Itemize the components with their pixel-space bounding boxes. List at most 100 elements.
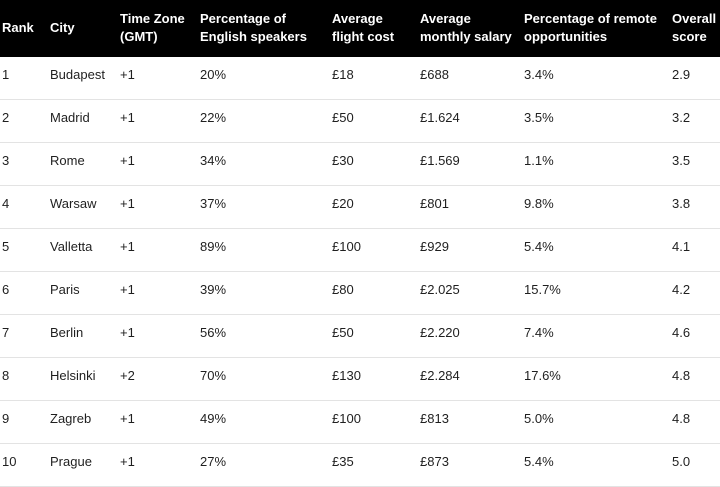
cell-english-speakers: 39%: [198, 271, 330, 315]
cell-flight-cost: £35: [330, 443, 418, 487]
cell-remote-opportunities: 3.5%: [522, 99, 670, 143]
cell-monthly-salary: £2.284: [418, 357, 522, 401]
cell-city: Rome: [48, 142, 118, 186]
cell-city: Prague: [48, 443, 118, 487]
cell-timezone: +1: [118, 314, 198, 358]
cell-overall-score: 3.2: [670, 99, 720, 143]
cell-overall-score: 4.2: [670, 271, 720, 315]
cell-overall-score: 3.5: [670, 142, 720, 186]
cell-timezone: +1: [118, 185, 198, 229]
cell-timezone: +1: [118, 443, 198, 487]
table-row: 1 Budapest +1 20% £18 £688 3.4% 2.9: [0, 57, 720, 100]
cell-monthly-salary: £2.220: [418, 314, 522, 358]
table-row: 9 Zagreb +1 49% £100 £813 5.0% 4.8: [0, 400, 720, 444]
cell-flight-cost: £100: [330, 228, 418, 272]
column-header-remote-opportunities: Percentage of remote opportunities: [522, 0, 670, 57]
table-header: Rank City Time Zone (GMT) Percentage of …: [0, 0, 720, 57]
cell-english-speakers: 70%: [198, 357, 330, 401]
cell-english-speakers: 37%: [198, 185, 330, 229]
cell-timezone: +2: [118, 357, 198, 401]
cell-overall-score: 4.8: [670, 400, 720, 444]
cell-english-speakers: 20%: [198, 57, 330, 100]
cell-remote-opportunities: 7.4%: [522, 314, 670, 358]
cell-timezone: +1: [118, 99, 198, 143]
cell-flight-cost: £50: [330, 99, 418, 143]
cell-monthly-salary: £688: [418, 57, 522, 100]
cell-timezone: +1: [118, 57, 198, 100]
cell-remote-opportunities: 17.6%: [522, 357, 670, 401]
cell-english-speakers: 89%: [198, 228, 330, 272]
cell-overall-score: 4.8: [670, 357, 720, 401]
column-header-english-speakers: Percentage of English speakers: [198, 0, 330, 57]
cell-rank: 7: [0, 314, 48, 358]
cell-rank: 8: [0, 357, 48, 401]
cell-city: Warsaw: [48, 185, 118, 229]
cell-english-speakers: 27%: [198, 443, 330, 487]
cell-timezone: +1: [118, 228, 198, 272]
cell-timezone: +1: [118, 400, 198, 444]
cell-flight-cost: £130: [330, 357, 418, 401]
cell-monthly-salary: £2.025: [418, 271, 522, 315]
cell-overall-score: 4.1: [670, 228, 720, 272]
cell-english-speakers: 56%: [198, 314, 330, 358]
cell-english-speakers: 49%: [198, 400, 330, 444]
cell-remote-opportunities: 15.7%: [522, 271, 670, 315]
column-header-city: City: [48, 0, 118, 57]
cell-city: Helsinki: [48, 357, 118, 401]
cell-remote-opportunities: 5.4%: [522, 443, 670, 487]
cell-city: Berlin: [48, 314, 118, 358]
cell-rank: 9: [0, 400, 48, 444]
table-row: 10 Prague +1 27% £35 £873 5.4% 5.0: [0, 443, 720, 487]
column-header-overall-score: Overall score: [670, 0, 720, 57]
cell-rank: 4: [0, 185, 48, 229]
cell-flight-cost: £18: [330, 57, 418, 100]
cell-timezone: +1: [118, 142, 198, 186]
cell-rank: 6: [0, 271, 48, 315]
cell-flight-cost: £100: [330, 400, 418, 444]
table-row: 6 Paris +1 39% £80 £2.025 15.7% 4.2: [0, 271, 720, 315]
table-row: 3 Rome +1 34% £30 £1.569 1.1% 3.5: [0, 142, 720, 186]
cell-city: Zagreb: [48, 400, 118, 444]
cell-city: Valletta: [48, 228, 118, 272]
cell-flight-cost: £30: [330, 142, 418, 186]
column-header-rank: Rank: [0, 0, 48, 57]
table-row: 4 Warsaw +1 37% £20 £801 9.8% 3.8: [0, 185, 720, 229]
cell-flight-cost: £20: [330, 185, 418, 229]
column-header-timezone: Time Zone (GMT): [118, 0, 198, 57]
table-body: 1 Budapest +1 20% £18 £688 3.4% 2.9 2 Ma…: [0, 57, 720, 487]
cell-overall-score: 4.6: [670, 314, 720, 358]
column-header-monthly-salary: Average monthly salary: [418, 0, 522, 57]
cell-overall-score: 2.9: [670, 57, 720, 100]
table-header-row: Rank City Time Zone (GMT) Percentage of …: [0, 0, 720, 57]
cell-monthly-salary: £813: [418, 400, 522, 444]
table-row: 5 Valletta +1 89% £100 £929 5.4% 4.1: [0, 228, 720, 272]
cell-city: Budapest: [48, 57, 118, 100]
cell-rank: 10: [0, 443, 48, 487]
cell-monthly-salary: £929: [418, 228, 522, 272]
cell-city: Paris: [48, 271, 118, 315]
cell-flight-cost: £50: [330, 314, 418, 358]
cell-english-speakers: 22%: [198, 99, 330, 143]
table-row: 8 Helsinki +2 70% £130 £2.284 17.6% 4.8: [0, 357, 720, 401]
cell-remote-opportunities: 3.4%: [522, 57, 670, 100]
column-header-flight-cost: Average flight cost: [330, 0, 418, 57]
cell-overall-score: 3.8: [670, 185, 720, 229]
cell-city: Madrid: [48, 99, 118, 143]
cell-monthly-salary: £1.569: [418, 142, 522, 186]
cell-overall-score: 5.0: [670, 443, 720, 487]
table-row: 2 Madrid +1 22% £50 £1.624 3.5% 3.2: [0, 99, 720, 143]
cell-rank: 2: [0, 99, 48, 143]
cell-rank: 3: [0, 142, 48, 186]
cell-english-speakers: 34%: [198, 142, 330, 186]
cell-monthly-salary: £801: [418, 185, 522, 229]
cell-remote-opportunities: 9.8%: [522, 185, 670, 229]
cell-monthly-salary: £873: [418, 443, 522, 487]
cell-monthly-salary: £1.624: [418, 99, 522, 143]
cell-timezone: +1: [118, 271, 198, 315]
table-row: 7 Berlin +1 56% £50 £2.220 7.4% 4.6: [0, 314, 720, 358]
cell-rank: 5: [0, 228, 48, 272]
cell-remote-opportunities: 1.1%: [522, 142, 670, 186]
cell-flight-cost: £80: [330, 271, 418, 315]
cell-remote-opportunities: 5.4%: [522, 228, 670, 272]
